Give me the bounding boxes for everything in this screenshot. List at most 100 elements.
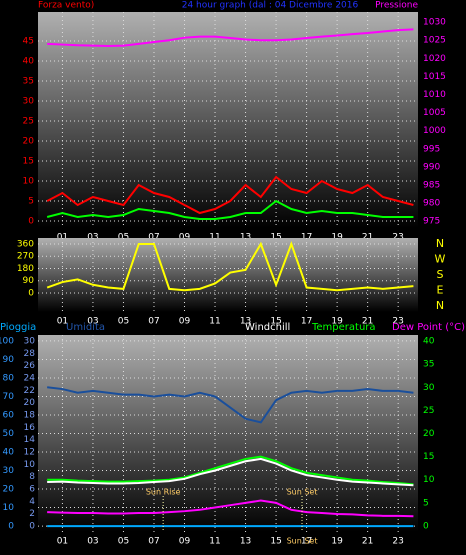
x-tick-label: 21 bbox=[362, 317, 373, 327]
umidita-tick-label: 6 bbox=[29, 485, 35, 495]
umidita-tick-label: 8 bbox=[29, 472, 35, 482]
series-line bbox=[47, 28, 414, 48]
y-tick-label: 0 bbox=[28, 288, 34, 298]
series-label: Temperatura bbox=[311, 322, 376, 333]
x-tick-label: 05 bbox=[118, 233, 129, 243]
annotation: Sun Rise bbox=[146, 488, 181, 497]
y2-tick-label: 1000 bbox=[423, 126, 446, 136]
series-line bbox=[47, 457, 414, 487]
x-tick-label: 17 bbox=[301, 537, 312, 547]
series-label: Umidita bbox=[66, 322, 105, 333]
y-tick-label: 90 bbox=[23, 276, 35, 286]
umidita-tick-label: 26 bbox=[24, 361, 36, 371]
y-tick-label: 30 bbox=[23, 97, 35, 107]
umidita-tick-label: 4 bbox=[29, 497, 35, 507]
y2-tick-label: 20 bbox=[423, 429, 435, 439]
x-tick-label: 13 bbox=[240, 233, 251, 243]
y2-tick-label: 0 bbox=[423, 521, 429, 531]
y-tick-label: 70 bbox=[3, 392, 15, 402]
y-tick-label: 40 bbox=[3, 448, 15, 458]
y-tick-label: 30 bbox=[3, 466, 15, 476]
y-tick-label: 60 bbox=[3, 410, 15, 420]
y2-tick-label: 25 bbox=[423, 406, 434, 416]
compass-label: S bbox=[437, 268, 444, 281]
y-tick-label: 25 bbox=[23, 117, 34, 127]
y2-tick-label: 1020 bbox=[423, 54, 446, 64]
x-tick-label: 01 bbox=[57, 537, 68, 547]
y-tick-label: 5 bbox=[28, 197, 34, 207]
x-tick-label: 21 bbox=[362, 233, 373, 243]
y-tick-label: 50 bbox=[3, 429, 15, 439]
y2-tick-label: 1025 bbox=[423, 36, 446, 46]
y-tick-label: 0 bbox=[8, 522, 14, 532]
umidita-tick-label: 2 bbox=[29, 509, 35, 519]
x-tick-label: 19 bbox=[331, 233, 343, 243]
x-tick-label: 23 bbox=[392, 317, 403, 327]
series-line bbox=[47, 386, 414, 424]
series-label: Pioggia bbox=[0, 322, 36, 333]
x-tick-label: 07 bbox=[148, 537, 159, 547]
y-tick-label: 10 bbox=[23, 177, 35, 187]
x-tick-label: 11 bbox=[209, 317, 220, 327]
y2-tick-label: 15 bbox=[423, 452, 434, 462]
y-tick-label: 90 bbox=[3, 355, 15, 365]
x-tick-label: 13 bbox=[240, 537, 251, 547]
y2-tick-label: 1030 bbox=[423, 18, 446, 28]
x-tick-label: 09 bbox=[179, 317, 191, 327]
series-line bbox=[46, 199, 414, 220]
left-axis-title: Forza vento) bbox=[38, 1, 94, 11]
chart-title: 24 hour graph (dal : 04 Dicembre 2016 bbox=[182, 1, 359, 11]
x-tick-label: 17 bbox=[301, 317, 312, 327]
y-tick-label: 35 bbox=[23, 77, 34, 87]
y-tick-label: 80 bbox=[3, 373, 15, 383]
y-tick-label: 45 bbox=[23, 37, 34, 47]
y2-tick-label: 985 bbox=[423, 180, 440, 190]
umidita-tick-label: 24 bbox=[24, 373, 36, 383]
x-tick-label: 03 bbox=[87, 233, 98, 243]
y-tick-label: 15 bbox=[23, 157, 34, 167]
x-tick-label: 13 bbox=[240, 317, 251, 327]
x-tick-label: 01 bbox=[57, 317, 68, 327]
x-tick-label: 11 bbox=[209, 537, 220, 547]
series-line bbox=[47, 499, 414, 518]
y-tick-label: 270 bbox=[17, 252, 34, 262]
annotation: Sun Set bbox=[287, 488, 318, 497]
x-tick-label: 09 bbox=[179, 233, 191, 243]
x-tick-label: 11 bbox=[209, 233, 220, 243]
annotation: Sun Set bbox=[287, 537, 318, 546]
series-line bbox=[46, 175, 414, 215]
umidita-tick-label: 14 bbox=[24, 435, 36, 445]
umidita-tick-label: 18 bbox=[24, 410, 36, 420]
x-tick-label: 07 bbox=[148, 233, 159, 243]
series-label: Windchill bbox=[245, 322, 290, 333]
x-tick-label: 03 bbox=[87, 317, 98, 327]
y2-tick-label: 1015 bbox=[423, 72, 446, 82]
y2-tick-label: 990 bbox=[423, 162, 440, 172]
umidita-tick-label: 20 bbox=[24, 398, 36, 408]
y2-tick-label: 1005 bbox=[423, 108, 446, 118]
y2-tick-label: 35 bbox=[423, 360, 434, 370]
y2-tick-label: 40 bbox=[423, 337, 435, 347]
x-tick-label: 23 bbox=[392, 233, 403, 243]
x-tick-label: 15 bbox=[270, 317, 281, 327]
x-tick-label: 21 bbox=[362, 537, 373, 547]
y2-tick-label: 995 bbox=[423, 144, 440, 154]
y-tick-label: 180 bbox=[17, 264, 34, 274]
compass-label: N bbox=[436, 299, 444, 312]
compass-label: E bbox=[437, 284, 444, 297]
umidita-tick-label: 28 bbox=[24, 349, 36, 359]
y2-tick-label: 10 bbox=[423, 475, 435, 485]
umidita-tick-label: 22 bbox=[24, 386, 35, 396]
x-tick-label: 23 bbox=[392, 537, 403, 547]
umidita-tick-label: 0 bbox=[29, 522, 35, 532]
umidita-tick-label: 16 bbox=[24, 423, 36, 433]
series-label: Dew Point (°C) bbox=[392, 322, 465, 333]
umidita-tick-label: 30 bbox=[24, 336, 36, 346]
y-tick-label: 20 bbox=[23, 137, 35, 147]
y2-tick-label: 5 bbox=[423, 498, 429, 508]
y-tick-label: 40 bbox=[23, 57, 35, 67]
x-tick-label: 01 bbox=[57, 233, 68, 243]
x-tick-label: 15 bbox=[270, 233, 281, 243]
right-axis-title: Pressione bbox=[375, 1, 418, 11]
series-line bbox=[47, 455, 414, 486]
